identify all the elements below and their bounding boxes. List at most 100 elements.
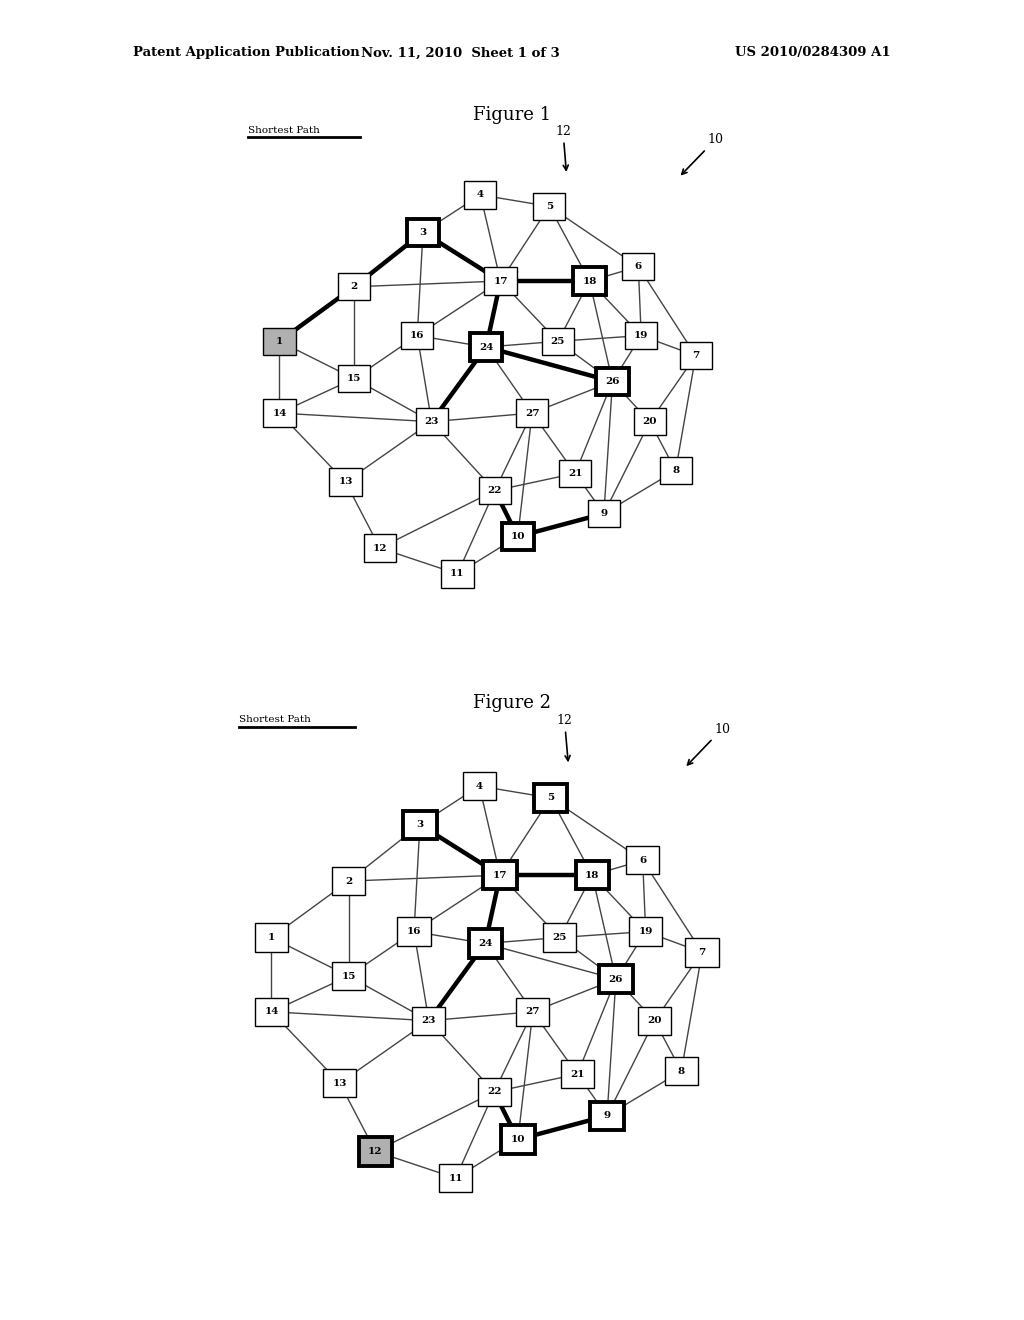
Text: 11: 11	[451, 569, 465, 578]
FancyBboxPatch shape	[330, 469, 361, 496]
Text: 25: 25	[552, 933, 566, 942]
Text: 13: 13	[338, 478, 352, 487]
Text: 17: 17	[494, 276, 508, 285]
Text: 27: 27	[525, 1007, 540, 1016]
Text: 5: 5	[546, 202, 553, 211]
Text: 23: 23	[424, 417, 439, 426]
FancyBboxPatch shape	[483, 861, 517, 890]
FancyBboxPatch shape	[561, 1060, 594, 1088]
Text: 2: 2	[350, 282, 357, 292]
Text: 24: 24	[478, 939, 493, 948]
FancyBboxPatch shape	[623, 253, 654, 280]
Text: 26: 26	[608, 974, 624, 983]
Text: 12: 12	[557, 714, 572, 760]
FancyBboxPatch shape	[680, 342, 712, 370]
FancyBboxPatch shape	[255, 998, 288, 1026]
FancyBboxPatch shape	[542, 327, 574, 355]
FancyBboxPatch shape	[364, 535, 396, 562]
Text: 10: 10	[511, 1135, 525, 1144]
Text: 21: 21	[568, 469, 583, 478]
FancyBboxPatch shape	[575, 861, 609, 890]
Text: 23: 23	[422, 1016, 436, 1026]
FancyBboxPatch shape	[439, 1164, 472, 1192]
Text: 22: 22	[487, 486, 502, 495]
Text: 14: 14	[272, 409, 287, 417]
Text: 5: 5	[547, 793, 554, 803]
Text: 6: 6	[639, 855, 646, 865]
FancyBboxPatch shape	[599, 965, 633, 993]
FancyBboxPatch shape	[596, 368, 629, 395]
Text: 16: 16	[407, 927, 421, 936]
FancyBboxPatch shape	[263, 400, 296, 426]
FancyBboxPatch shape	[516, 400, 548, 426]
FancyBboxPatch shape	[534, 784, 567, 812]
Text: 15: 15	[341, 972, 355, 981]
Text: Nov. 11, 2010  Sheet 1 of 3: Nov. 11, 2010 Sheet 1 of 3	[361, 46, 560, 59]
FancyBboxPatch shape	[255, 924, 288, 952]
FancyBboxPatch shape	[464, 181, 497, 209]
Text: 17: 17	[493, 871, 507, 879]
Text: 26: 26	[605, 378, 620, 385]
Text: 12: 12	[369, 1147, 383, 1156]
FancyBboxPatch shape	[324, 1069, 356, 1097]
Text: Figure 2: Figure 2	[473, 694, 551, 711]
Text: Figure 1: Figure 1	[473, 106, 551, 124]
Text: 11: 11	[449, 1173, 463, 1183]
Text: 9: 9	[603, 1111, 610, 1121]
FancyBboxPatch shape	[332, 962, 366, 990]
FancyBboxPatch shape	[401, 322, 433, 350]
Text: 3: 3	[417, 820, 424, 829]
FancyBboxPatch shape	[478, 477, 511, 504]
FancyBboxPatch shape	[397, 917, 431, 945]
Text: 22: 22	[487, 1088, 502, 1097]
FancyBboxPatch shape	[534, 193, 565, 220]
Text: 10: 10	[687, 722, 730, 764]
Text: 4: 4	[476, 781, 483, 791]
Text: 20: 20	[647, 1016, 662, 1026]
FancyBboxPatch shape	[413, 1007, 445, 1035]
FancyBboxPatch shape	[629, 917, 663, 945]
FancyBboxPatch shape	[338, 364, 370, 392]
Text: US 2010/0284309 A1: US 2010/0284309 A1	[735, 46, 891, 59]
FancyBboxPatch shape	[665, 1057, 698, 1085]
FancyBboxPatch shape	[516, 998, 550, 1026]
FancyBboxPatch shape	[407, 219, 439, 246]
Text: Shortest Path: Shortest Path	[239, 714, 310, 723]
Text: 25: 25	[551, 337, 565, 346]
FancyBboxPatch shape	[263, 327, 296, 355]
Text: 4: 4	[477, 190, 484, 199]
FancyBboxPatch shape	[573, 268, 605, 294]
Text: 16: 16	[410, 331, 425, 341]
Text: 13: 13	[333, 1078, 347, 1088]
FancyBboxPatch shape	[332, 867, 366, 895]
FancyBboxPatch shape	[477, 1078, 511, 1106]
Text: Patent Application Publication: Patent Application Publication	[133, 46, 359, 59]
Text: 8: 8	[672, 466, 679, 475]
FancyBboxPatch shape	[358, 1138, 392, 1166]
Text: Shortest Path: Shortest Path	[248, 125, 319, 135]
FancyBboxPatch shape	[441, 560, 473, 587]
Text: 2: 2	[345, 876, 352, 886]
Text: 24: 24	[479, 343, 494, 351]
Text: 20: 20	[642, 417, 657, 426]
Text: 19: 19	[634, 331, 648, 341]
Text: 1: 1	[268, 933, 275, 942]
FancyBboxPatch shape	[634, 408, 666, 436]
FancyBboxPatch shape	[416, 408, 447, 436]
FancyBboxPatch shape	[484, 268, 516, 294]
FancyBboxPatch shape	[470, 334, 502, 360]
Text: 18: 18	[583, 276, 597, 285]
Text: 9: 9	[600, 510, 607, 517]
Text: 14: 14	[264, 1007, 279, 1016]
FancyBboxPatch shape	[502, 523, 534, 550]
Text: 1: 1	[275, 337, 283, 346]
Text: 21: 21	[570, 1069, 585, 1078]
Text: 12: 12	[373, 544, 387, 553]
Text: 3: 3	[420, 228, 427, 236]
Text: 15: 15	[347, 374, 361, 383]
Text: 7: 7	[692, 351, 699, 360]
FancyBboxPatch shape	[502, 1126, 535, 1154]
Text: 10: 10	[511, 532, 525, 541]
Text: 10: 10	[682, 133, 723, 174]
FancyBboxPatch shape	[469, 929, 502, 957]
